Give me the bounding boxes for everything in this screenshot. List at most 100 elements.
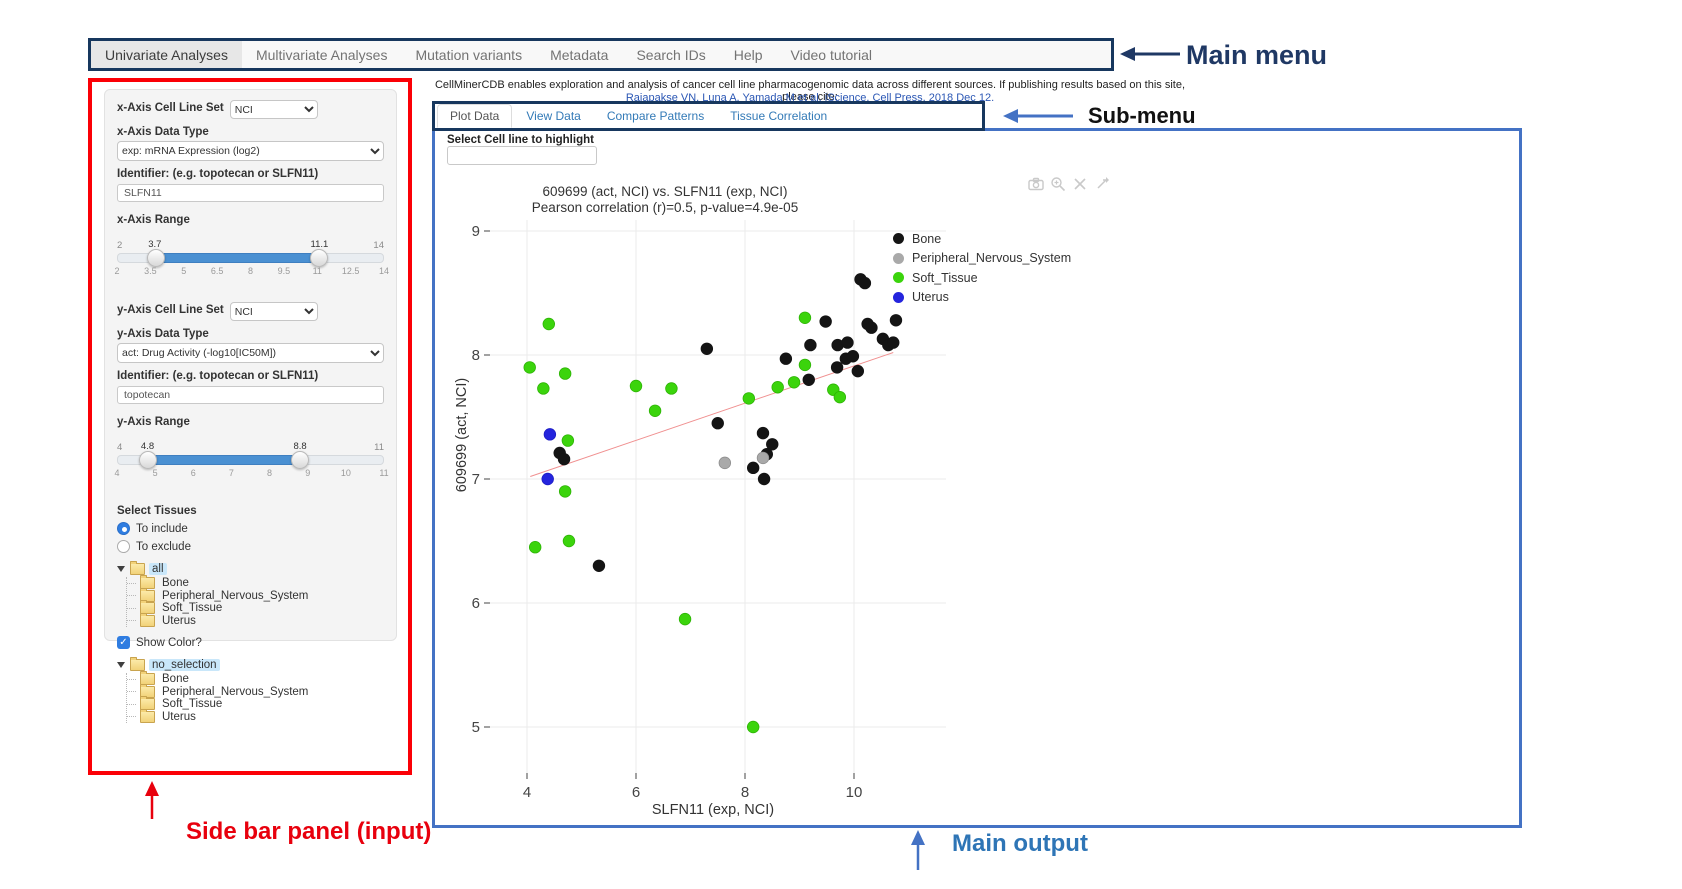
point-soft-tissue-1[interactable] — [523, 361, 536, 374]
menu-item-multivariate-analyses[interactable]: Multivariate Analyses — [255, 46, 388, 63]
radio-exclude-icon[interactable] — [117, 540, 130, 553]
point-bone-16[interactable] — [841, 336, 854, 349]
x-axis-data-type-select[interactable]: exp: mRNA Expression (log2) — [117, 141, 384, 161]
slider-high-handle[interactable] — [309, 249, 328, 267]
slider-low-handle[interactable] — [146, 249, 165, 267]
x-axis-cell-line-set-label: x-Axis Cell Line Set — [117, 102, 224, 114]
tab-tissue-correlation[interactable]: Tissue Correlation — [730, 109, 828, 123]
tab-compare-patterns[interactable]: Compare Patterns — [606, 109, 705, 123]
tree-node-peripheral-nervous-system[interactable]: Peripheral_Nervous_System — [127, 587, 384, 603]
point-bone-2[interactable] — [592, 559, 606, 573]
point-bone-23[interactable] — [865, 321, 878, 334]
point-soft-tissue-15[interactable] — [787, 376, 801, 389]
point-bone-11[interactable] — [802, 373, 815, 387]
menu-item-search-ids[interactable]: Search IDs — [636, 46, 706, 63]
tree-node-bone[interactable]: Bone — [127, 575, 384, 590]
tree-caret-icon[interactable] — [117, 662, 125, 668]
point-soft-tissue-3[interactable] — [558, 367, 572, 380]
camera-icon[interactable] — [1028, 176, 1044, 192]
point-soft-tissue-6[interactable] — [665, 382, 678, 395]
slider-low-handle[interactable] — [139, 451, 158, 469]
tree-node-uterus[interactable]: Uterus — [127, 708, 384, 724]
point-soft-tissue-5[interactable] — [648, 404, 662, 418]
point-bone-8[interactable] — [746, 461, 760, 475]
point-bone-24[interactable] — [889, 314, 903, 327]
point-soft-tissue-4[interactable] — [629, 379, 643, 393]
highlight-cell-line-input[interactable] — [447, 146, 597, 165]
point-bone-10[interactable] — [779, 352, 793, 365]
point-bone-5[interactable] — [756, 426, 770, 440]
point-bone-13[interactable] — [819, 315, 832, 328]
point-bone-3[interactable] — [700, 342, 714, 356]
point-bone-19[interactable] — [851, 364, 865, 378]
point-peripheral-nervous-system-0[interactable] — [718, 456, 732, 470]
x-axis-range-slider[interactable]: 2 14 3.7 11.1 2 3.5 5 6.5 8 9.5 11 12.5 14 — [114, 239, 389, 280]
tree-node-all[interactable]: all — [117, 561, 384, 577]
tissues-exclude-option[interactable]: To exclude — [117, 540, 384, 553]
y-axis-identifier-input[interactable] — [117, 386, 384, 404]
tab-view-data[interactable]: View Data — [526, 109, 581, 123]
point-soft-tissue-2[interactable] — [537, 382, 550, 395]
y-axis-data-type-select[interactable]: act: Drug Activity (-log10[IC50M]) — [117, 343, 384, 363]
tree-node-bone[interactable]: Bone — [127, 671, 384, 686]
point-soft-tissue-10[interactable] — [562, 534, 576, 548]
slider-tick-14: 14 — [378, 266, 390, 276]
radio-include-icon[interactable] — [117, 522, 130, 535]
scatter-plot[interactable]: 4 6 8 10 5 6 7 8 9 SLFN11 (exp, NCI) 609699 (act, … — [440, 165, 1518, 825]
point-soft-tissue-17[interactable] — [798, 358, 812, 372]
y-axis-range-slider[interactable]: 4 11 4.8 8.8 4 5 6 7 8 9 10 11 — [114, 441, 388, 482]
expand-icon[interactable] — [1094, 176, 1110, 192]
point-soft-tissue-16[interactable] — [798, 311, 812, 325]
slider-high-handle[interactable] — [290, 451, 309, 469]
legend-item-soft-tissue[interactable]: Soft_Tissue — [893, 268, 1071, 288]
point-soft-tissue-13[interactable] — [742, 392, 756, 405]
point-bone-1[interactable] — [557, 452, 571, 466]
tab-plot-data[interactable]: Plot Data — [437, 104, 513, 128]
legend-item-uterus[interactable]: Uterus — [893, 288, 1071, 308]
tree-node-peripheral-nervous-system[interactable]: Peripheral_Nervous_System — [127, 683, 384, 699]
tissues-include-option[interactable]: To include — [117, 522, 384, 535]
point-uterus-0[interactable] — [543, 428, 557, 441]
x-axis-cell-line-set-select[interactable]: NCI — [229, 100, 318, 119]
point-bone-27[interactable] — [887, 336, 900, 349]
tree-node-no-selection[interactable]: no_selection — [117, 657, 384, 673]
point-soft-tissue-7[interactable] — [561, 434, 575, 447]
tree-node-soft-tissue[interactable]: Soft_Tissue — [127, 696, 384, 711]
point-soft-tissue-8[interactable] — [558, 485, 572, 498]
legend-item-peripheral-nervous-system[interactable]: Peripheral_Nervous_System — [893, 249, 1071, 269]
show-color-option[interactable]: ✓ Show Color? — [117, 636, 384, 649]
tree-node-soft-tissue[interactable]: Soft_Tissue — [127, 600, 384, 615]
point-peripheral-nervous-system-1[interactable] — [756, 451, 770, 465]
point-soft-tissue-19[interactable] — [833, 390, 847, 404]
slider-track[interactable] — [117, 451, 384, 469]
point-bone-21[interactable] — [858, 276, 872, 290]
point-bone-18[interactable] — [846, 350, 860, 363]
x-axis-identifier-input[interactable] — [117, 184, 384, 202]
close-icon[interactable] — [1072, 176, 1088, 192]
point-bone-12[interactable] — [804, 338, 817, 352]
tree-node-label: Uterus — [162, 614, 196, 627]
point-soft-tissue-0[interactable] — [542, 317, 556, 331]
point-bone-14[interactable] — [830, 361, 844, 374]
menu-item-univariate-analyses[interactable]: Univariate Analyses — [91, 41, 242, 68]
menu-item-mutation-variants[interactable]: Mutation variants — [415, 46, 523, 63]
point-soft-tissue-12[interactable] — [746, 720, 760, 734]
slider-tick-10: 10 — [340, 468, 351, 478]
menu-item-metadata[interactable]: Metadata — [550, 46, 609, 63]
menu-item-video-tutorial[interactable]: Video tutorial — [790, 46, 872, 63]
menu-item-help[interactable]: Help — [733, 46, 763, 63]
point-bone-4[interactable] — [711, 417, 724, 430]
point-uterus-1[interactable] — [541, 472, 554, 486]
point-bone-6[interactable] — [766, 438, 779, 451]
point-soft-tissue-14[interactable] — [771, 381, 784, 394]
point-bone-9[interactable] — [757, 472, 771, 486]
tree-caret-icon[interactable] — [117, 566, 125, 572]
point-soft-tissue-9[interactable] — [528, 541, 542, 554]
zoom-in-icon[interactable] — [1050, 176, 1066, 192]
point-soft-tissue-11[interactable] — [678, 612, 692, 626]
slider-track[interactable] — [117, 249, 384, 267]
legend-item-bone[interactable]: Bone — [893, 229, 1071, 249]
show-color-checkbox-icon[interactable]: ✓ — [117, 636, 130, 649]
tree-node-uterus[interactable]: Uterus — [127, 612, 384, 628]
y-axis-cell-line-set-select[interactable]: NCI — [229, 302, 318, 321]
